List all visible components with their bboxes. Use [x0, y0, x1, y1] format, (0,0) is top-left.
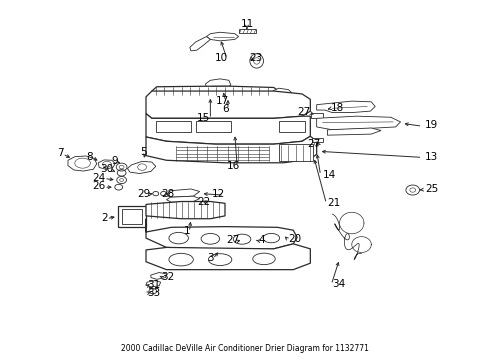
Polygon shape [146, 244, 310, 270]
Text: 24: 24 [92, 173, 105, 183]
Polygon shape [146, 91, 310, 118]
Polygon shape [146, 136, 316, 163]
Polygon shape [146, 280, 160, 287]
Polygon shape [166, 189, 199, 197]
Polygon shape [206, 32, 238, 41]
Polygon shape [127, 161, 156, 174]
Text: 2000 Cadillac DeVille Air Conditioner Drier Diagram for 1132771: 2000 Cadillac DeVille Air Conditioner Dr… [121, 344, 367, 353]
Text: 14: 14 [322, 170, 335, 180]
Text: 25: 25 [424, 184, 437, 194]
Polygon shape [278, 121, 305, 132]
Text: 16: 16 [226, 161, 239, 171]
Text: 9: 9 [111, 156, 118, 166]
Polygon shape [272, 88, 292, 98]
Text: 27: 27 [306, 139, 320, 149]
Text: 5: 5 [140, 147, 147, 157]
Polygon shape [68, 156, 97, 171]
Polygon shape [146, 114, 310, 144]
Polygon shape [146, 219, 297, 250]
Polygon shape [151, 273, 166, 279]
Text: 1: 1 [184, 226, 190, 236]
Text: 32: 32 [161, 272, 175, 282]
Polygon shape [146, 202, 224, 219]
Polygon shape [118, 206, 146, 226]
Polygon shape [311, 138, 322, 142]
Polygon shape [316, 101, 374, 113]
Text: 2: 2 [101, 213, 108, 223]
Text: 29: 29 [137, 189, 150, 199]
Text: 11: 11 [240, 19, 253, 29]
Text: 3: 3 [207, 253, 213, 263]
Text: 33: 33 [147, 288, 160, 298]
Text: 12: 12 [211, 189, 224, 199]
Polygon shape [310, 113, 322, 118]
Text: 21: 21 [327, 198, 340, 208]
Text: 23: 23 [249, 53, 262, 63]
Text: 7: 7 [58, 148, 64, 158]
Polygon shape [278, 144, 312, 161]
Text: 22: 22 [197, 197, 210, 207]
Polygon shape [122, 209, 142, 224]
Polygon shape [264, 228, 289, 235]
Text: 20: 20 [288, 234, 301, 244]
Text: 28: 28 [161, 189, 175, 199]
Polygon shape [205, 79, 230, 90]
Text: 31: 31 [147, 280, 160, 290]
Text: 4: 4 [258, 235, 264, 245]
Polygon shape [156, 121, 190, 132]
Text: 27: 27 [297, 107, 310, 117]
Text: 17: 17 [215, 96, 228, 106]
Text: 19: 19 [424, 121, 437, 130]
Text: 13: 13 [424, 152, 437, 162]
Polygon shape [316, 116, 400, 130]
Text: 34: 34 [331, 279, 345, 289]
Text: 6: 6 [222, 104, 228, 114]
Text: 15: 15 [197, 113, 210, 123]
Text: 10: 10 [215, 53, 228, 63]
Polygon shape [189, 37, 210, 51]
Polygon shape [195, 121, 230, 132]
Text: 30: 30 [100, 164, 113, 174]
Polygon shape [152, 86, 278, 97]
Text: 26: 26 [92, 181, 105, 192]
Text: 27: 27 [226, 235, 239, 245]
Polygon shape [166, 196, 199, 202]
Text: 18: 18 [330, 103, 344, 113]
Polygon shape [327, 128, 380, 135]
Text: 8: 8 [86, 152, 93, 162]
Polygon shape [98, 160, 115, 169]
